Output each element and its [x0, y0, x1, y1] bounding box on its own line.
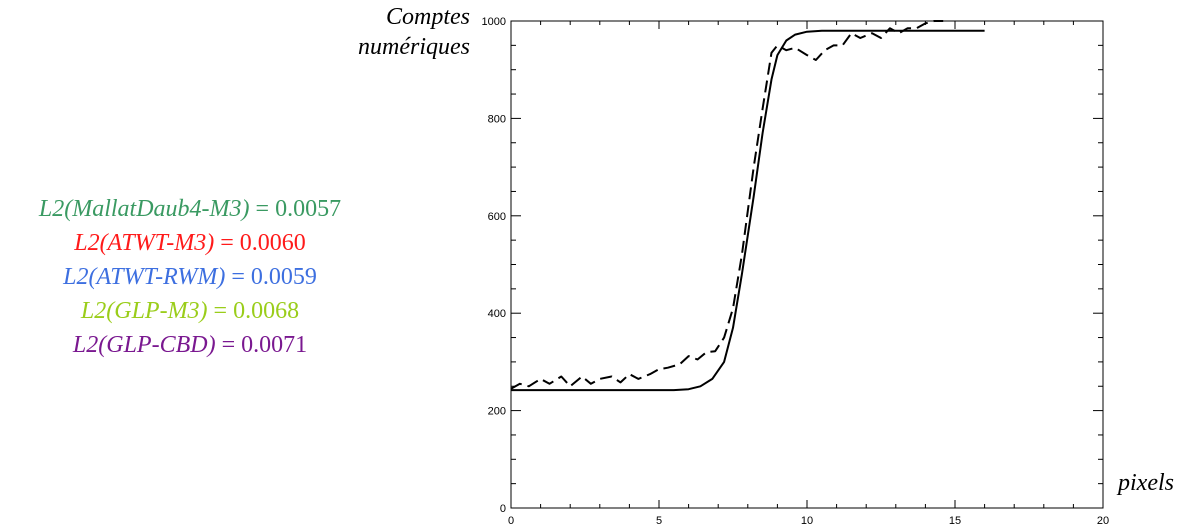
legend-value: 0.0057 [275, 196, 342, 222]
legend-equals: = [249, 196, 276, 222]
legend-equals: = [225, 264, 251, 290]
legend-equals: = [215, 332, 242, 358]
y-tick-label: 1000 [482, 16, 506, 28]
x-tick-label: 0 [508, 515, 514, 527]
x-tick-label: 5 [656, 515, 662, 527]
plot-frame [510, 20, 1104, 509]
legend-equals: = [207, 298, 234, 324]
x-tick-label: 15 [949, 515, 961, 527]
legend-entry-4: L2(GLP-CBD) = 0.0071 [0, 328, 380, 362]
x-tick-label: 20 [1097, 515, 1109, 527]
y-axis-label: Comptes numériques [320, 2, 470, 62]
legend-equals: = [214, 230, 240, 256]
y-axis-label-line-1: Comptes [386, 4, 470, 30]
y-axis-label-line-2: numériques [358, 34, 470, 60]
legend-entry-3: L2(GLP-M3) = 0.0068 [0, 294, 380, 328]
y-tick-label: 600 [488, 211, 506, 223]
series-layer [510, 20, 985, 392]
legend-label: L2(ATWT-M3) [74, 230, 215, 256]
legend-value: 0.0071 [241, 332, 308, 358]
legend-label: L2(ATWT-RWM) [63, 264, 226, 290]
legend-value: 0.0059 [250, 264, 317, 290]
legend-entry-1: L2(ATWT-M3) = 0.0060 [0, 226, 380, 260]
legend-label: L2(GLP-M3) [80, 298, 208, 324]
y-tick-label: 400 [488, 308, 506, 320]
x-axis-label: pixels [1118, 470, 1174, 496]
legend-label: L2(GLP-CBD) [72, 332, 216, 358]
y-tick-label: 0 [500, 503, 506, 515]
solid-series-line [511, 29, 985, 392]
legend-entry-0: L2(MallatDaub4-M3) = 0.0057 [0, 192, 380, 226]
legend-entry-2: L2(ATWT-RWM) = 0.0059 [0, 260, 380, 294]
y-tick-label: 800 [488, 113, 506, 125]
legend: L2(MallatDaub4-M3) = 0.0057 L2(ATWT-M3) … [0, 192, 380, 362]
legend-value: 0.0060 [239, 230, 306, 256]
legend-value: 0.0068 [233, 298, 300, 324]
x-tick-label: 10 [801, 515, 813, 527]
dashed-series-line [510, 20, 944, 390]
y-tick-label: 200 [488, 406, 506, 418]
legend-label: L2(MallatDaub4-M3) [38, 196, 250, 222]
